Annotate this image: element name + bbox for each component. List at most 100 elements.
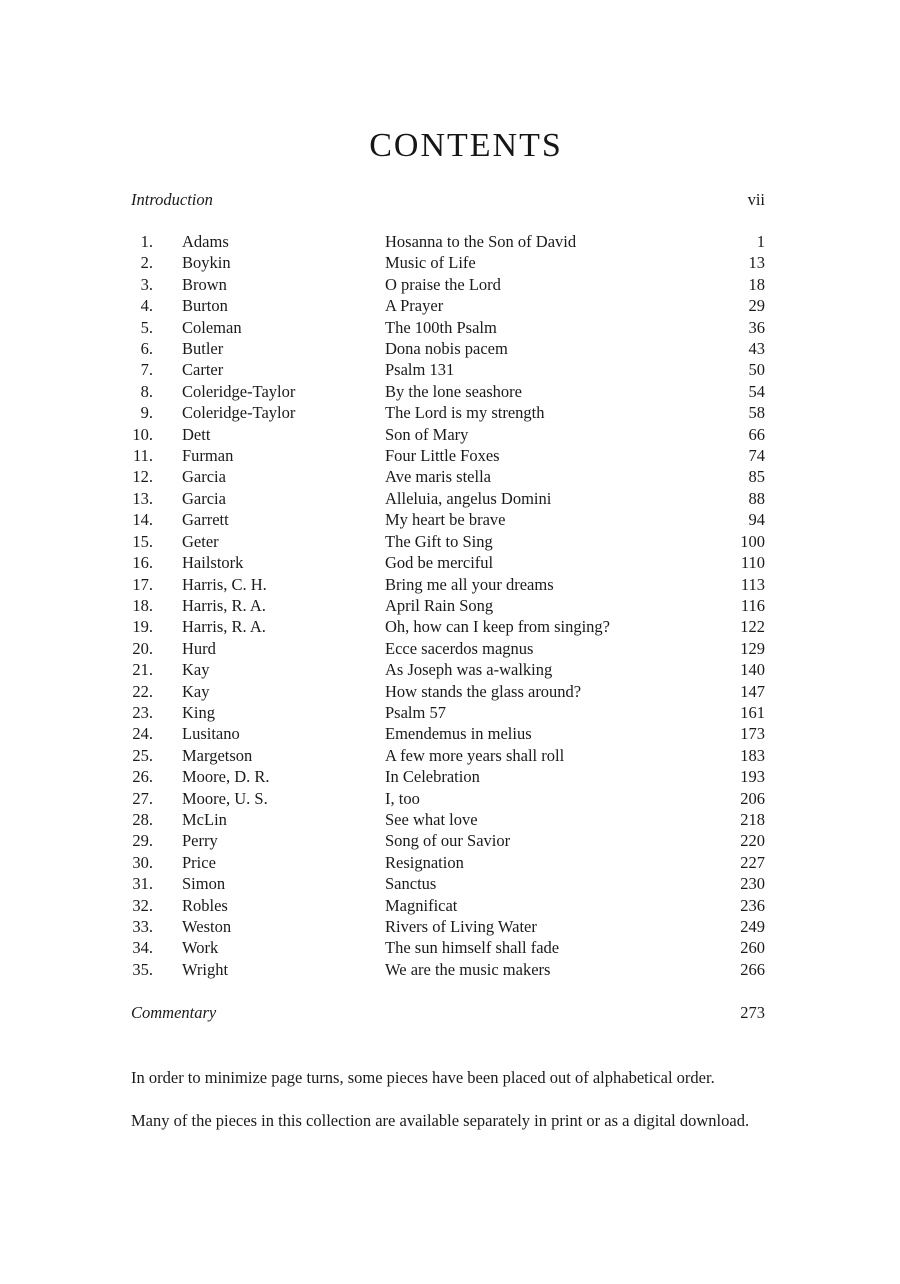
entry-page: 122 <box>740 617 765 637</box>
entry-number: 6. <box>140 339 153 359</box>
entry-title: See what love <box>385 809 478 829</box>
toc-row: 21. Kay As Joseph was a-walking 140 <box>131 659 765 680</box>
entry-number: 27. <box>132 788 153 808</box>
footnote-available-separately: Many of the pieces in this collection ar… <box>131 1111 750 1131</box>
entry-page: 88 <box>748 488 766 508</box>
entry-title: God be merciful <box>385 553 494 573</box>
entry-number: 14. <box>132 510 153 530</box>
entry-page: 260 <box>740 938 765 958</box>
toc-row: 34. Work The sun himself shall fade 260 <box>131 937 765 958</box>
entry-page: 218 <box>740 809 765 829</box>
entry-number: 25. <box>132 745 153 765</box>
entry-title: Psalm 57 <box>385 702 446 722</box>
entry-title: In Celebration <box>385 767 480 787</box>
entry-composer: Coleridge-Taylor <box>182 381 296 401</box>
entry-composer: Margetson <box>182 745 253 765</box>
toc-row: 16. Hailstork God be merciful 110 <box>131 552 765 573</box>
entry-title: By the lone seashore <box>385 381 523 401</box>
entry-page: 110 <box>740 553 765 573</box>
entry-page: 206 <box>740 788 765 808</box>
entry-composer: Garcia <box>182 467 226 487</box>
entry-page: 140 <box>740 660 765 680</box>
entry-page: 113 <box>740 574 765 594</box>
toc-row: 23. King Psalm 57 161 <box>131 702 765 723</box>
entry-composer: Work <box>182 938 219 958</box>
entry-page: 66 <box>748 424 766 444</box>
entry-title: The sun himself shall fade <box>385 938 560 958</box>
entry-number: 10. <box>132 424 153 444</box>
entry-composer: Moore, U. S. <box>182 788 268 808</box>
entry-title: Resignation <box>385 852 464 872</box>
toc-row: 26. Moore, D. R. In Celebration 193 <box>131 766 765 787</box>
entry-title: Oh, how can I keep from singing? <box>385 617 610 637</box>
entry-title: Psalm 131 <box>385 360 455 380</box>
entry-title: Sanctus <box>385 874 437 894</box>
entry-title: Music of Life <box>385 253 476 273</box>
toc-row: 15. Geter The Gift to Sing 100 <box>131 531 765 552</box>
commentary-label: Commentary <box>131 1003 217 1023</box>
toc-row: 3. Brown O praise the Lord 18 <box>131 274 765 295</box>
toc-row: 17. Harris, C. H. Bring me all your dreams… <box>131 574 765 595</box>
entry-composer: Lusitano <box>182 724 240 744</box>
entry-number: 9. <box>140 403 153 423</box>
toc-row: 7. Carter Psalm 131 50 <box>131 359 765 380</box>
entry-composer: Dett <box>182 424 211 444</box>
commentary-page-number: 273 <box>740 1003 765 1023</box>
entry-composer: Hurd <box>182 638 216 658</box>
toc-row: 11. Furman Four Little Foxes 74 <box>131 445 765 466</box>
entry-composer: Garrett <box>182 510 229 530</box>
entry-page: 183 <box>740 745 765 765</box>
introduction-label: Introduction <box>131 190 213 209</box>
entry-page: 94 <box>748 510 766 530</box>
entry-number: 17. <box>132 574 153 594</box>
toc-row: 20. Hurd Ecce sacerdos magnus 129 <box>131 638 765 659</box>
entry-composer: Price <box>182 852 216 872</box>
entry-number: 28. <box>132 809 153 829</box>
entry-composer: Carter <box>182 360 224 380</box>
entry-number: 32. <box>132 895 153 915</box>
entry-page: 220 <box>740 831 765 851</box>
entry-number: 21. <box>132 660 153 680</box>
toc-row: 5. Coleman The 100th Psalm 36 <box>131 317 765 338</box>
entry-number: 23. <box>132 702 153 722</box>
entry-title: We are the music makers <box>385 959 551 979</box>
entry-page: 161 <box>740 702 765 722</box>
entry-composer: Adams <box>182 232 229 251</box>
toc-row: 13. Garcia Alleluia, angelus Domini 88 <box>131 488 765 509</box>
entry-number: 31. <box>132 874 153 894</box>
toc-row: 30. Price Resignation 227 <box>131 852 765 873</box>
entry-composer: Garcia <box>182 488 226 508</box>
introduction-row: Introduction vii <box>131 189 765 210</box>
entry-composer: Hailstork <box>182 553 244 573</box>
entry-composer: Harris, C. H. <box>182 574 267 594</box>
entry-page: 29 <box>748 296 766 316</box>
entry-page: 36 <box>748 317 766 337</box>
entry-title: As Joseph was a-walking <box>385 660 553 680</box>
entry-composer: Geter <box>182 531 219 551</box>
toc-row: 33. Weston Rivers of Living Water 249 <box>131 916 765 937</box>
entry-number: 7. <box>140 360 153 380</box>
entry-title: Alleluia, angelus Domini <box>385 488 552 508</box>
entry-page: 58 <box>748 403 766 423</box>
toc-row: 6. Butler Dona nobis pacem 43 <box>131 338 765 359</box>
entry-title: My heart be brave <box>385 510 506 530</box>
entry-number: 29. <box>132 831 153 851</box>
entry-title: Hosanna to the Son of David <box>385 232 577 251</box>
entry-title: How stands the glass around? <box>385 681 582 701</box>
entry-title: Four Little Foxes <box>385 446 500 466</box>
entry-title: Bring me all your dreams <box>385 574 554 594</box>
entry-page: 230 <box>740 874 765 894</box>
introduction-page-number: vii <box>747 190 765 209</box>
entry-title: The 100th Psalm <box>385 317 497 337</box>
toc-row: 12. Garcia Ave maris stella 85 <box>131 466 765 487</box>
toc-row: 18. Harris, R. A. April Rain Song 116 <box>131 595 765 616</box>
entry-page: 116 <box>740 595 765 615</box>
entry-composer: Simon <box>182 874 226 894</box>
entry-number: 33. <box>132 917 153 936</box>
entry-page: 193 <box>740 767 765 787</box>
entry-page: 266 <box>740 959 765 979</box>
toc-row: 1. Adams Hosanna to the Son of David 1 <box>131 231 765 252</box>
toc-row: 31. Simon Sanctus 230 <box>131 873 765 894</box>
entry-number: 11. <box>132 446 153 466</box>
entry-page: 249 <box>740 917 765 936</box>
